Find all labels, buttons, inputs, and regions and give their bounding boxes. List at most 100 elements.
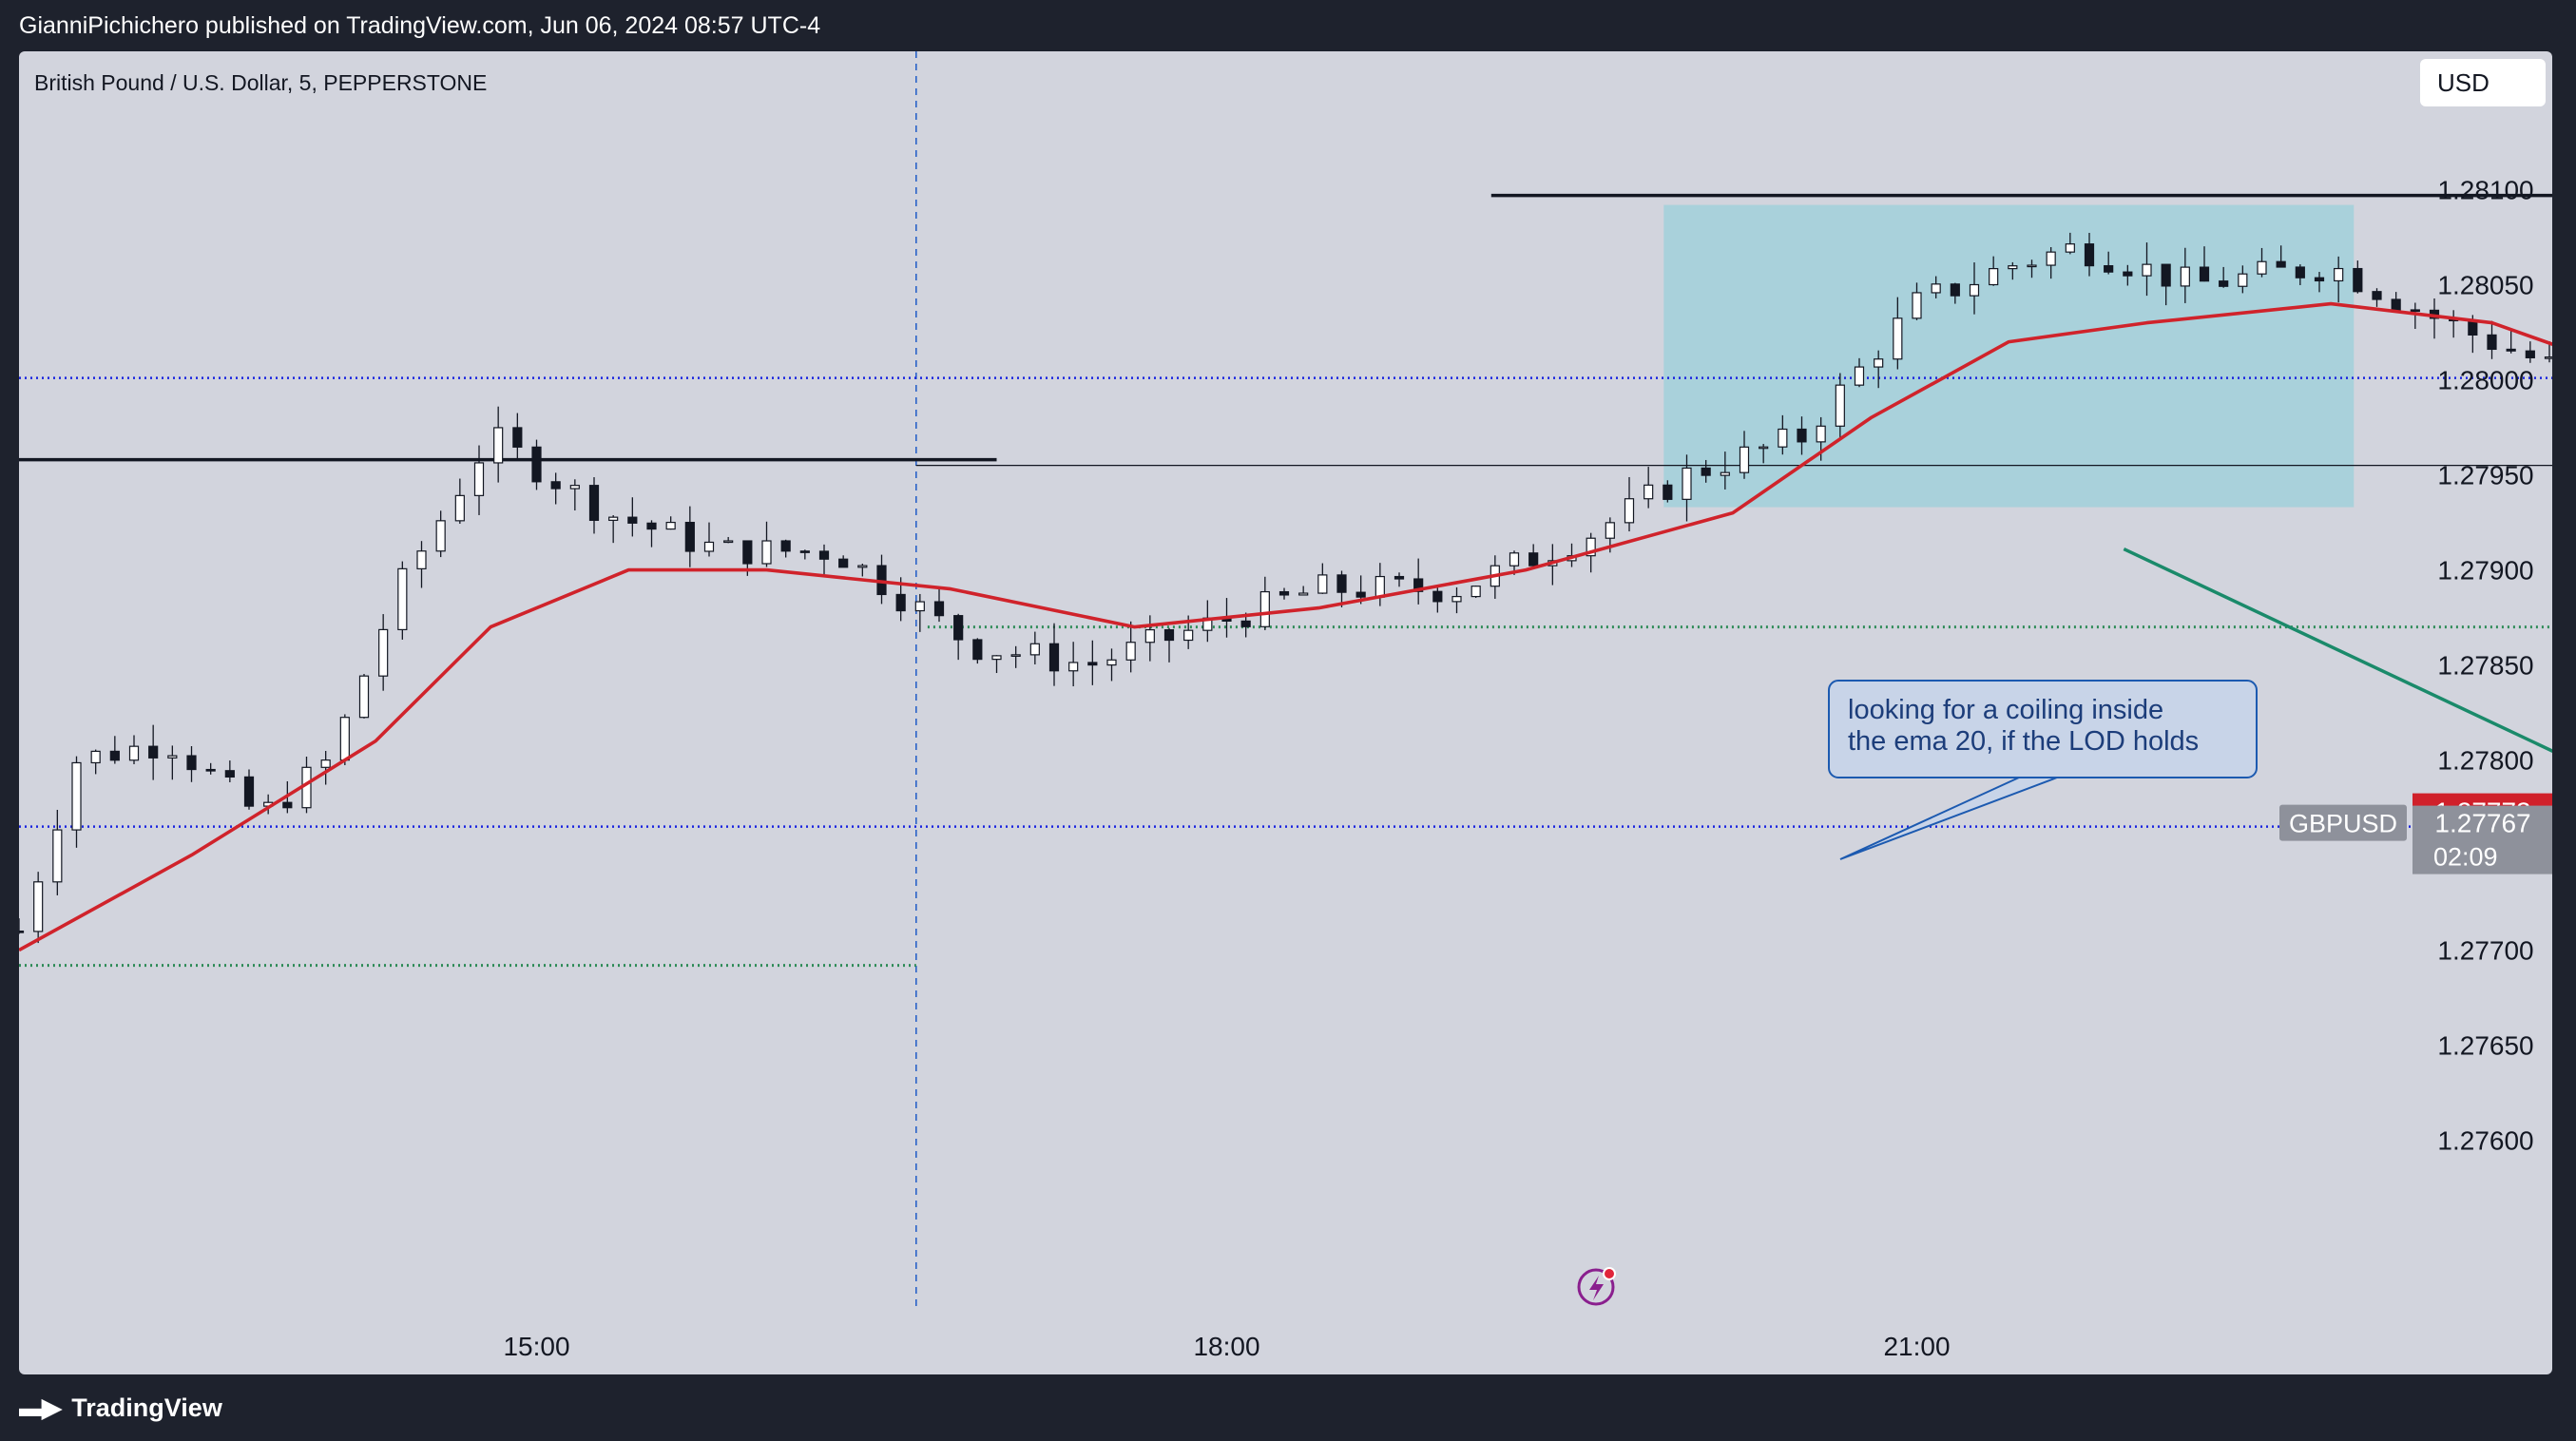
chart-area[interactable]: looking for a coiling inside the ema 20, … <box>19 51 2552 1374</box>
candle-body <box>1336 574 1347 593</box>
candle-body <box>953 615 964 641</box>
candle-body <box>2314 277 2325 282</box>
tradingview-logo[interactable]: ▬▶ TradingView <box>19 1393 222 1423</box>
candle-body <box>167 755 178 759</box>
candle-body <box>512 427 523 448</box>
candle-body <box>933 601 945 617</box>
candle-body <box>1969 283 1980 297</box>
candle-body <box>2238 273 2248 287</box>
candle-body <box>2046 251 2056 266</box>
candle-body <box>493 427 504 464</box>
y-tick-label: 1.27650 <box>2437 1031 2533 1061</box>
candle-body <box>186 755 197 771</box>
zones-layer <box>1663 204 2355 508</box>
candle-body <box>588 485 600 521</box>
candle-body <box>2161 263 2171 287</box>
publisher-bar: GianniPichichero published on TradingVie… <box>0 0 2576 51</box>
candle-body <box>416 550 427 569</box>
candle-body <box>2506 348 2516 352</box>
candle-body <box>1816 425 1826 443</box>
candle-body <box>1144 628 1155 644</box>
candle-body <box>1720 471 1730 476</box>
candle-body <box>1010 654 1021 657</box>
candle-body <box>2008 265 2018 270</box>
candle-body <box>205 768 216 772</box>
candle-body <box>1509 552 1520 567</box>
candle-body <box>684 521 695 552</box>
candle-body <box>148 745 159 759</box>
candle-body <box>1183 629 1194 642</box>
candle-body <box>2084 243 2095 267</box>
candle-body <box>1528 552 1539 567</box>
candle-body <box>1394 575 1405 580</box>
candle-body <box>2353 267 2363 293</box>
candle-body <box>2257 260 2267 275</box>
y-tick-label: 1.27950 <box>2437 461 2533 490</box>
candle-body <box>2525 350 2535 358</box>
candle-body <box>1797 428 1807 443</box>
candle-body <box>1854 366 1865 386</box>
candle-body <box>857 565 868 568</box>
candle-body <box>1413 578 1424 592</box>
y-tick-label: 1.28100 <box>2437 176 2533 205</box>
candle-body <box>2276 260 2286 268</box>
candle-body <box>1931 283 1941 294</box>
candle-body <box>19 930 25 933</box>
candle-body <box>1586 537 1596 557</box>
ema-20-line <box>19 301 2552 952</box>
candle-body <box>243 776 255 807</box>
candle-body <box>1471 586 1481 598</box>
candle-body <box>1989 268 1999 286</box>
candle-body <box>2199 266 2210 282</box>
candle-body <box>397 567 408 631</box>
candle-body <box>2027 264 2037 268</box>
candle-body <box>1317 574 1328 594</box>
footer-bar: ▬▶ TradingView <box>0 1374 2576 1441</box>
candle-body <box>2142 263 2152 277</box>
candle-body <box>1259 590 1270 627</box>
y-tick-label: 1.27850 <box>2437 651 2533 681</box>
candle-body <box>320 759 331 768</box>
symbol-badge <box>2279 804 2407 841</box>
candle-body <box>1125 642 1136 661</box>
candle-body <box>742 540 753 565</box>
brand-label: TradingView <box>71 1393 222 1422</box>
candle-body <box>646 522 657 530</box>
candle-body <box>1663 484 1673 500</box>
notification-dot <box>1603 1267 1616 1280</box>
last-price-label: 1.27767 <box>2434 809 2530 838</box>
countdown-label: 02:09 <box>2433 843 2498 872</box>
currency-button[interactable]: USD <box>2420 59 2546 106</box>
candle-body <box>1106 659 1117 666</box>
candle-body <box>1068 662 1079 672</box>
candle-body <box>2123 271 2133 277</box>
lightning-icon-ring <box>1577 1268 1615 1306</box>
candle-body <box>358 675 370 719</box>
candle-body <box>703 541 715 552</box>
candle-body <box>2391 298 2401 311</box>
candle-body <box>52 829 63 883</box>
candle-body <box>473 462 485 496</box>
candle-body <box>1375 575 1385 598</box>
candle-body <box>1298 592 1309 596</box>
lightning-icon <box>1577 1267 1616 1306</box>
down-arrow-line <box>2123 548 2552 753</box>
candle-body <box>2180 266 2190 287</box>
candle-body <box>435 520 446 552</box>
candle-body <box>2487 334 2497 351</box>
candle-body <box>2219 280 2229 287</box>
candle-body <box>895 593 906 612</box>
candle-body <box>339 717 350 761</box>
last-price-badge <box>2413 805 2552 874</box>
symbol-title[interactable]: British Pound / U.S. Dollar, 5, PEPPERST… <box>34 70 488 95</box>
candle-body <box>1605 522 1615 539</box>
x-tick-label: 18:00 <box>1193 1332 1259 1361</box>
blue-zone <box>1663 204 2355 508</box>
x-tick-label: 15:00 <box>503 1332 569 1361</box>
y-tick-label: 1.27700 <box>2437 936 2533 966</box>
candle-body <box>914 601 925 612</box>
candle-body <box>1778 428 1788 448</box>
axis-layer: 1.281501.281001.280501.280001.279501.279… <box>503 81 2552 1361</box>
candle-body <box>1759 446 1769 450</box>
